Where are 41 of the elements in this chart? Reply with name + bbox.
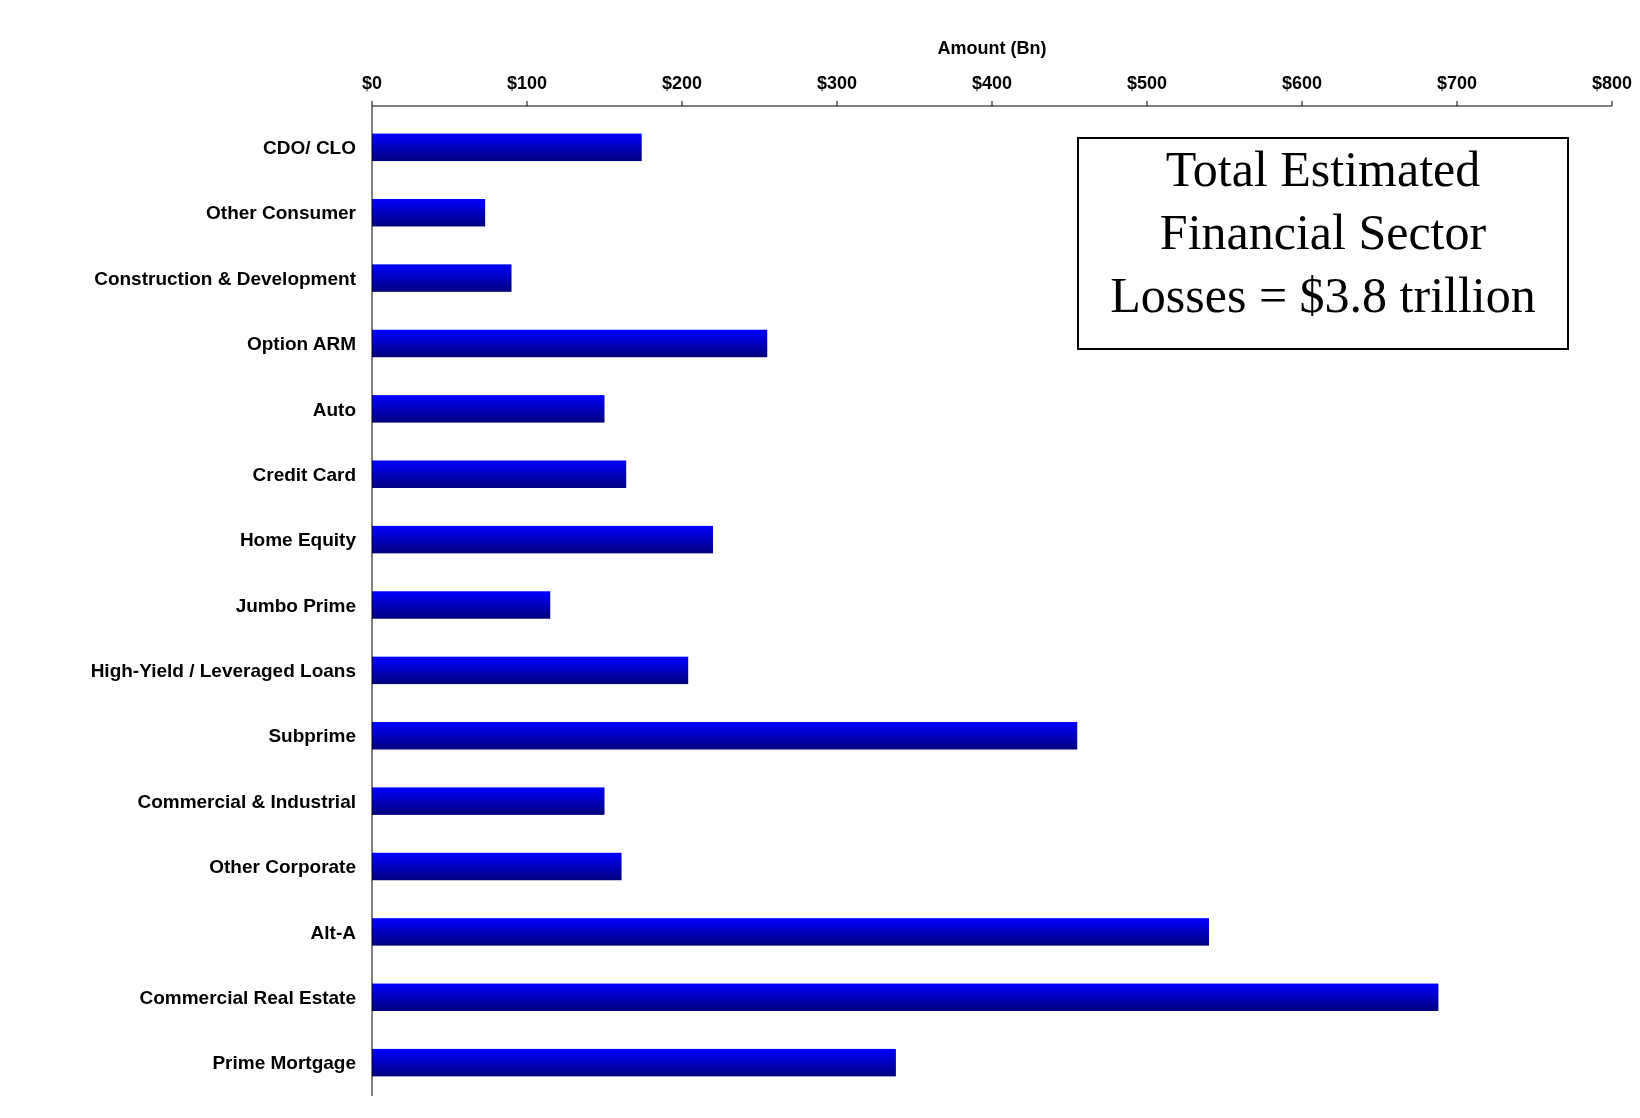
y-tick-label: CDO/ CLO: [263, 136, 356, 158]
x-tick-label: $300: [816, 73, 858, 93]
bar: [372, 460, 627, 488]
x-tick-label: $600: [1281, 73, 1323, 93]
y-tick-label: Alt-A: [310, 921, 357, 943]
x-tick-label: $0: [361, 73, 383, 93]
y-tick-label: Auto: [312, 398, 356, 420]
y-tick-label: High-Yield / Leveraged Loans: [90, 660, 356, 682]
bar: [372, 133, 642, 162]
y-tick-label: Other Consumer: [206, 202, 357, 224]
y-tick-label: Option ARM: [246, 333, 356, 355]
bar: [372, 983, 1439, 1012]
y-tick-label: Commercial & Industrial: [137, 790, 356, 812]
x-tick-label: $100: [506, 73, 548, 93]
bar: [372, 591, 551, 619]
bar: [372, 525, 713, 554]
y-tick-label: Construction & Development: [94, 267, 357, 289]
x-axis-title: Amount (Bn): [937, 38, 1047, 58]
x-tick-label: $400: [971, 73, 1013, 93]
y-tick-label: Home Equity: [239, 529, 357, 551]
x-tick-label: $800: [1591, 73, 1633, 93]
x-tick-label: $200: [661, 73, 703, 93]
x-tick-label: $700: [1436, 73, 1478, 93]
bar: [372, 787, 605, 815]
bar: [372, 722, 1078, 750]
bar: [372, 852, 622, 881]
y-tick-label: Prime Mortgage: [212, 1052, 356, 1074]
y-tick-label: Other Corporate: [209, 856, 356, 878]
bar: [372, 198, 486, 227]
bar: [372, 395, 605, 423]
y-tick-label: Commercial Real Estate: [139, 986, 356, 1008]
bar: [372, 264, 512, 292]
bar: [372, 1048, 896, 1077]
bar: [372, 329, 768, 358]
y-tick-label: Subprime: [268, 725, 356, 747]
bar: [372, 656, 689, 685]
y-tick-label: Jumbo Prime: [235, 594, 356, 616]
x-tick-label: $500: [1126, 73, 1168, 93]
bar: [372, 918, 1209, 946]
annotation: Total Estimated Financial Sector Losses = $3.8 trillion: [1110, 141, 1536, 323]
y-tick-label: Credit Card: [252, 463, 356, 485]
